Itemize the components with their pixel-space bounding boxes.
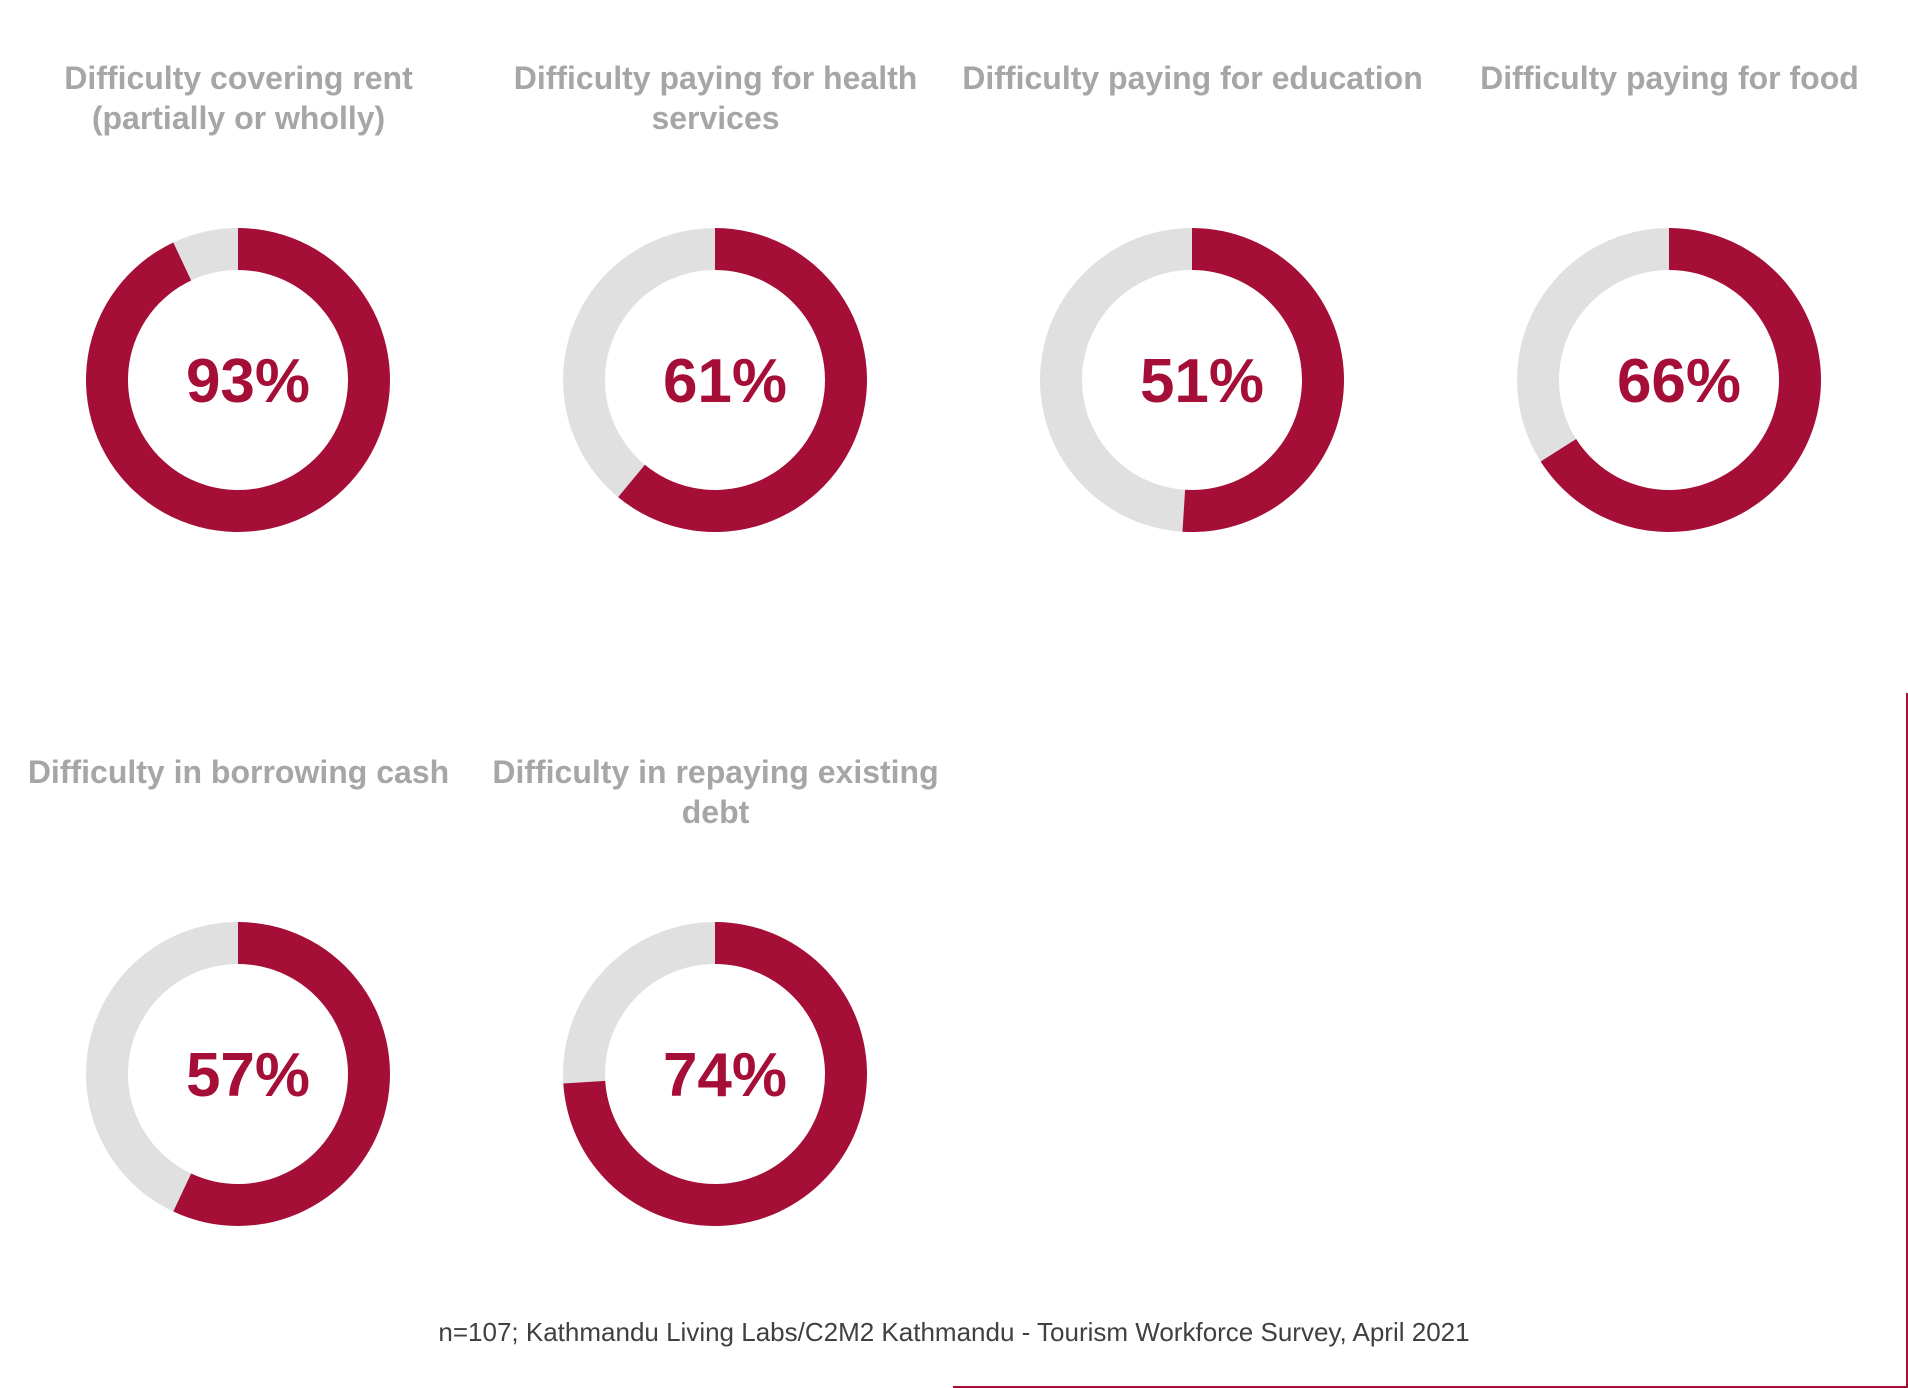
donut-title: Difficulty paying for food (1480, 60, 1859, 96)
donut-title: Difficulty in borrowing cash (27, 754, 450, 790)
donut-percent-label: 93% (186, 347, 310, 416)
donut-chart: 61% (563, 228, 867, 532)
donut-remaining-segment (1040, 228, 1192, 532)
donut-panel: Difficulty covering rent (partially or w… (0, 0, 477, 694)
donut-remaining-segment (563, 228, 715, 498)
donut-chart: 93% (85, 228, 391, 532)
donut-percent-label: 74% (663, 1041, 787, 1110)
donut-chart-grid: Difficulty covering rent (partially or w… (0, 0, 1908, 1226)
donut-chart: 74% (563, 922, 867, 1226)
donut-panel: Difficulty in repaying existing debt 74% (477, 694, 954, 1388)
donut-title: Difficulty paying for education (962, 60, 1423, 96)
donut-percent-label: 57% (186, 1041, 310, 1110)
donut-percent-label: 61% (663, 347, 787, 416)
bottom-accent-line (953, 1386, 1908, 1388)
donut-panel: Difficulty paying for food 66% (1431, 0, 1908, 694)
donut-percent-label: 66% (1617, 347, 1741, 416)
right-accent-line (1906, 693, 1908, 1388)
donut-panel: Difficulty in borrowing cash 57% (0, 694, 477, 1388)
donut-remaining-segment (86, 922, 238, 1212)
donut-chart: 51% (1040, 228, 1345, 532)
donut-value-segment (1540, 228, 1821, 532)
donut-panel: Difficulty paying for health services 61% (477, 0, 954, 694)
donut-percent-label: 51% (1140, 347, 1264, 416)
donut-title: Difficulty covering rent (partially or w… (64, 60, 413, 136)
donut-value-segment (173, 922, 391, 1226)
donut-value-segment (1182, 228, 1345, 532)
donut-panel: Difficulty paying for education 51% (954, 0, 1431, 694)
donut-remaining-segment (1517, 228, 1669, 462)
donut-remaining-segment (563, 922, 715, 1084)
donut-value-segment (618, 228, 867, 532)
donut-remaining-segment (173, 228, 238, 281)
donut-chart: 66% (1517, 228, 1821, 532)
donut-title: Difficulty in repaying existing debt (492, 754, 939, 830)
donut-chart: 57% (86, 922, 391, 1226)
donut-title: Difficulty paying for health services (513, 60, 918, 136)
source-note: n=107; Kathmandu Living Labs/C2M2 Kathma… (438, 1317, 1470, 1347)
